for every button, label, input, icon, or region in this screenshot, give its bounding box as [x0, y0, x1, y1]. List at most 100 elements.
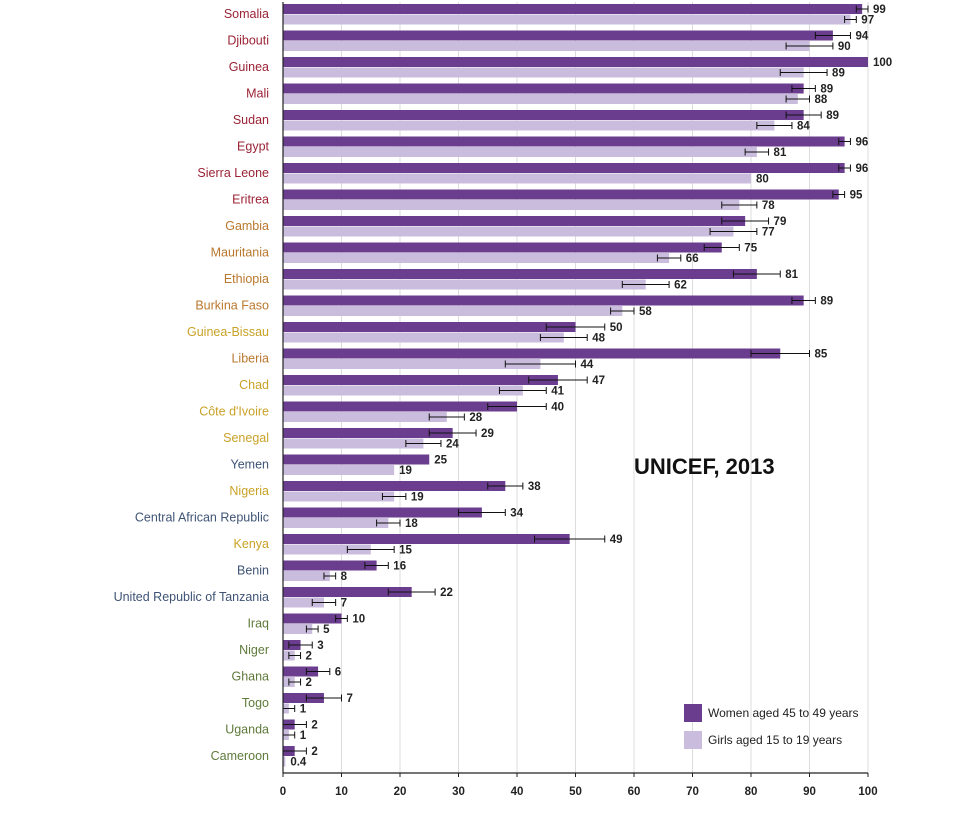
value-label-women: 3: [317, 640, 323, 652]
bar-women: [283, 454, 430, 465]
bar-women: [283, 481, 506, 491]
country-label: Ghana: [231, 670, 269, 684]
value-label-girls: 1: [300, 704, 307, 716]
country-label: Guinea-Bissau: [187, 325, 269, 339]
value-label-girls: 28: [469, 412, 482, 424]
bar-women: [283, 693, 324, 703]
value-label-girls: 62: [674, 280, 687, 292]
value-label-girls: 15: [399, 545, 412, 557]
x-tick-label: 60: [628, 786, 641, 798]
country-label: Egypt: [237, 140, 269, 154]
country-label: Sudan: [233, 113, 269, 127]
value-label-women: 2: [311, 720, 317, 732]
value-label-girls: 90: [838, 41, 851, 53]
value-label-girls: 88: [815, 94, 828, 106]
country-label: Cameroon: [211, 749, 269, 763]
bar-girls: [283, 518, 389, 528]
value-label-women: 6: [335, 667, 341, 679]
bar-girls: [283, 14, 851, 25]
country-label: Chad: [239, 378, 269, 392]
value-label-women: 81: [785, 269, 798, 281]
bar-women: [283, 322, 576, 332]
x-tick-label: 70: [686, 786, 699, 798]
x-tick-label: 20: [394, 786, 407, 798]
value-label-women: 2: [311, 746, 317, 758]
value-label-women: 7: [347, 693, 353, 705]
bar-group: 9997949010089898889849681968095787977756…: [282, 4, 892, 769]
country-label: Somalia: [224, 7, 269, 21]
bar-girls: [283, 41, 810, 51]
value-label-girls: 0.4: [290, 757, 307, 769]
value-label-girls: 18: [405, 518, 418, 530]
value-label-women: 100: [873, 57, 892, 69]
value-label-girls: 58: [639, 306, 652, 318]
legend-swatch-women: [684, 704, 702, 722]
value-label-girls: 97: [861, 15, 874, 27]
x-axis: 0 10 20 30 40 50 60 70 80 90 100: [280, 2, 878, 798]
value-label-girls: 84: [797, 121, 810, 133]
bar-girls: [283, 94, 798, 104]
value-label-women: 99: [873, 4, 886, 16]
value-label-girls: 2: [306, 677, 312, 689]
country-label: Niger: [239, 643, 269, 657]
bar-women: [283, 83, 804, 94]
value-label-girls: 5: [323, 624, 330, 636]
value-label-women: 89: [826, 110, 839, 122]
value-label-girls: 89: [832, 68, 845, 80]
country-label: Kenya: [234, 537, 269, 551]
bar-girls: [283, 173, 751, 184]
country-label: Côte d'Ivoire: [199, 405, 269, 419]
bar-women: [283, 560, 377, 571]
bar-girls: [283, 359, 541, 369]
country-labels: Somalia Djibouti Guinea Mali Sudan Egypt Sierr…: [114, 7, 270, 763]
bar-girls: [283, 597, 324, 608]
value-label-girls: 2: [306, 651, 312, 663]
country-label: Eritrea: [232, 193, 269, 207]
value-label-women: 49: [610, 534, 623, 546]
bar-women: [283, 613, 342, 624]
bar-women: [283, 666, 319, 677]
legend-label-women: Women aged 45 to 49 years: [708, 706, 859, 720]
bar-women: [283, 428, 453, 438]
value-label-women: 25: [434, 455, 447, 467]
bar-girls: [283, 253, 670, 263]
bar-girls: [283, 200, 740, 210]
value-label-girls: 66: [686, 253, 699, 265]
bar-women: [283, 163, 845, 173]
value-label-girls: 19: [399, 465, 412, 477]
x-tick-label: 10: [335, 786, 348, 798]
value-label-girls: 78: [762, 200, 775, 212]
value-label-women: 38: [528, 481, 541, 493]
country-label: Liberia: [231, 352, 269, 366]
bar-girls: [283, 544, 371, 555]
value-label-girls: 24: [446, 439, 459, 451]
country-label: Iraq: [247, 617, 269, 631]
bar-women: [283, 534, 570, 544]
legend-swatch-girls: [684, 731, 702, 749]
value-label-women: 89: [820, 84, 833, 96]
country-label: Togo: [242, 696, 269, 710]
bar-girls: [283, 571, 330, 581]
value-label-women: 75: [744, 243, 757, 255]
bar-women: [283, 216, 746, 226]
bar-women: [283, 348, 781, 359]
value-label-women: 16: [393, 561, 406, 573]
country-label: Nigeria: [229, 484, 269, 498]
bar-women: [283, 375, 558, 385]
country-label: Guinea: [229, 60, 269, 74]
country-label: Central African Republic: [135, 511, 269, 525]
value-label-girls: 48: [592, 333, 605, 345]
bar-girls: [283, 756, 286, 767]
value-label-women: 89: [820, 296, 833, 308]
bar-girls: [283, 438, 424, 449]
value-label-girls: 7: [341, 598, 347, 610]
bar-women: [283, 30, 833, 41]
source-note: UNICEF, 2013: [634, 454, 775, 479]
bar-girls: [283, 306, 623, 316]
bar-women: [283, 587, 412, 597]
bar-girls: [283, 624, 313, 634]
country-label: Ethiopia: [224, 272, 269, 286]
bar-girls: [283, 67, 804, 78]
bar-women: [283, 57, 868, 67]
